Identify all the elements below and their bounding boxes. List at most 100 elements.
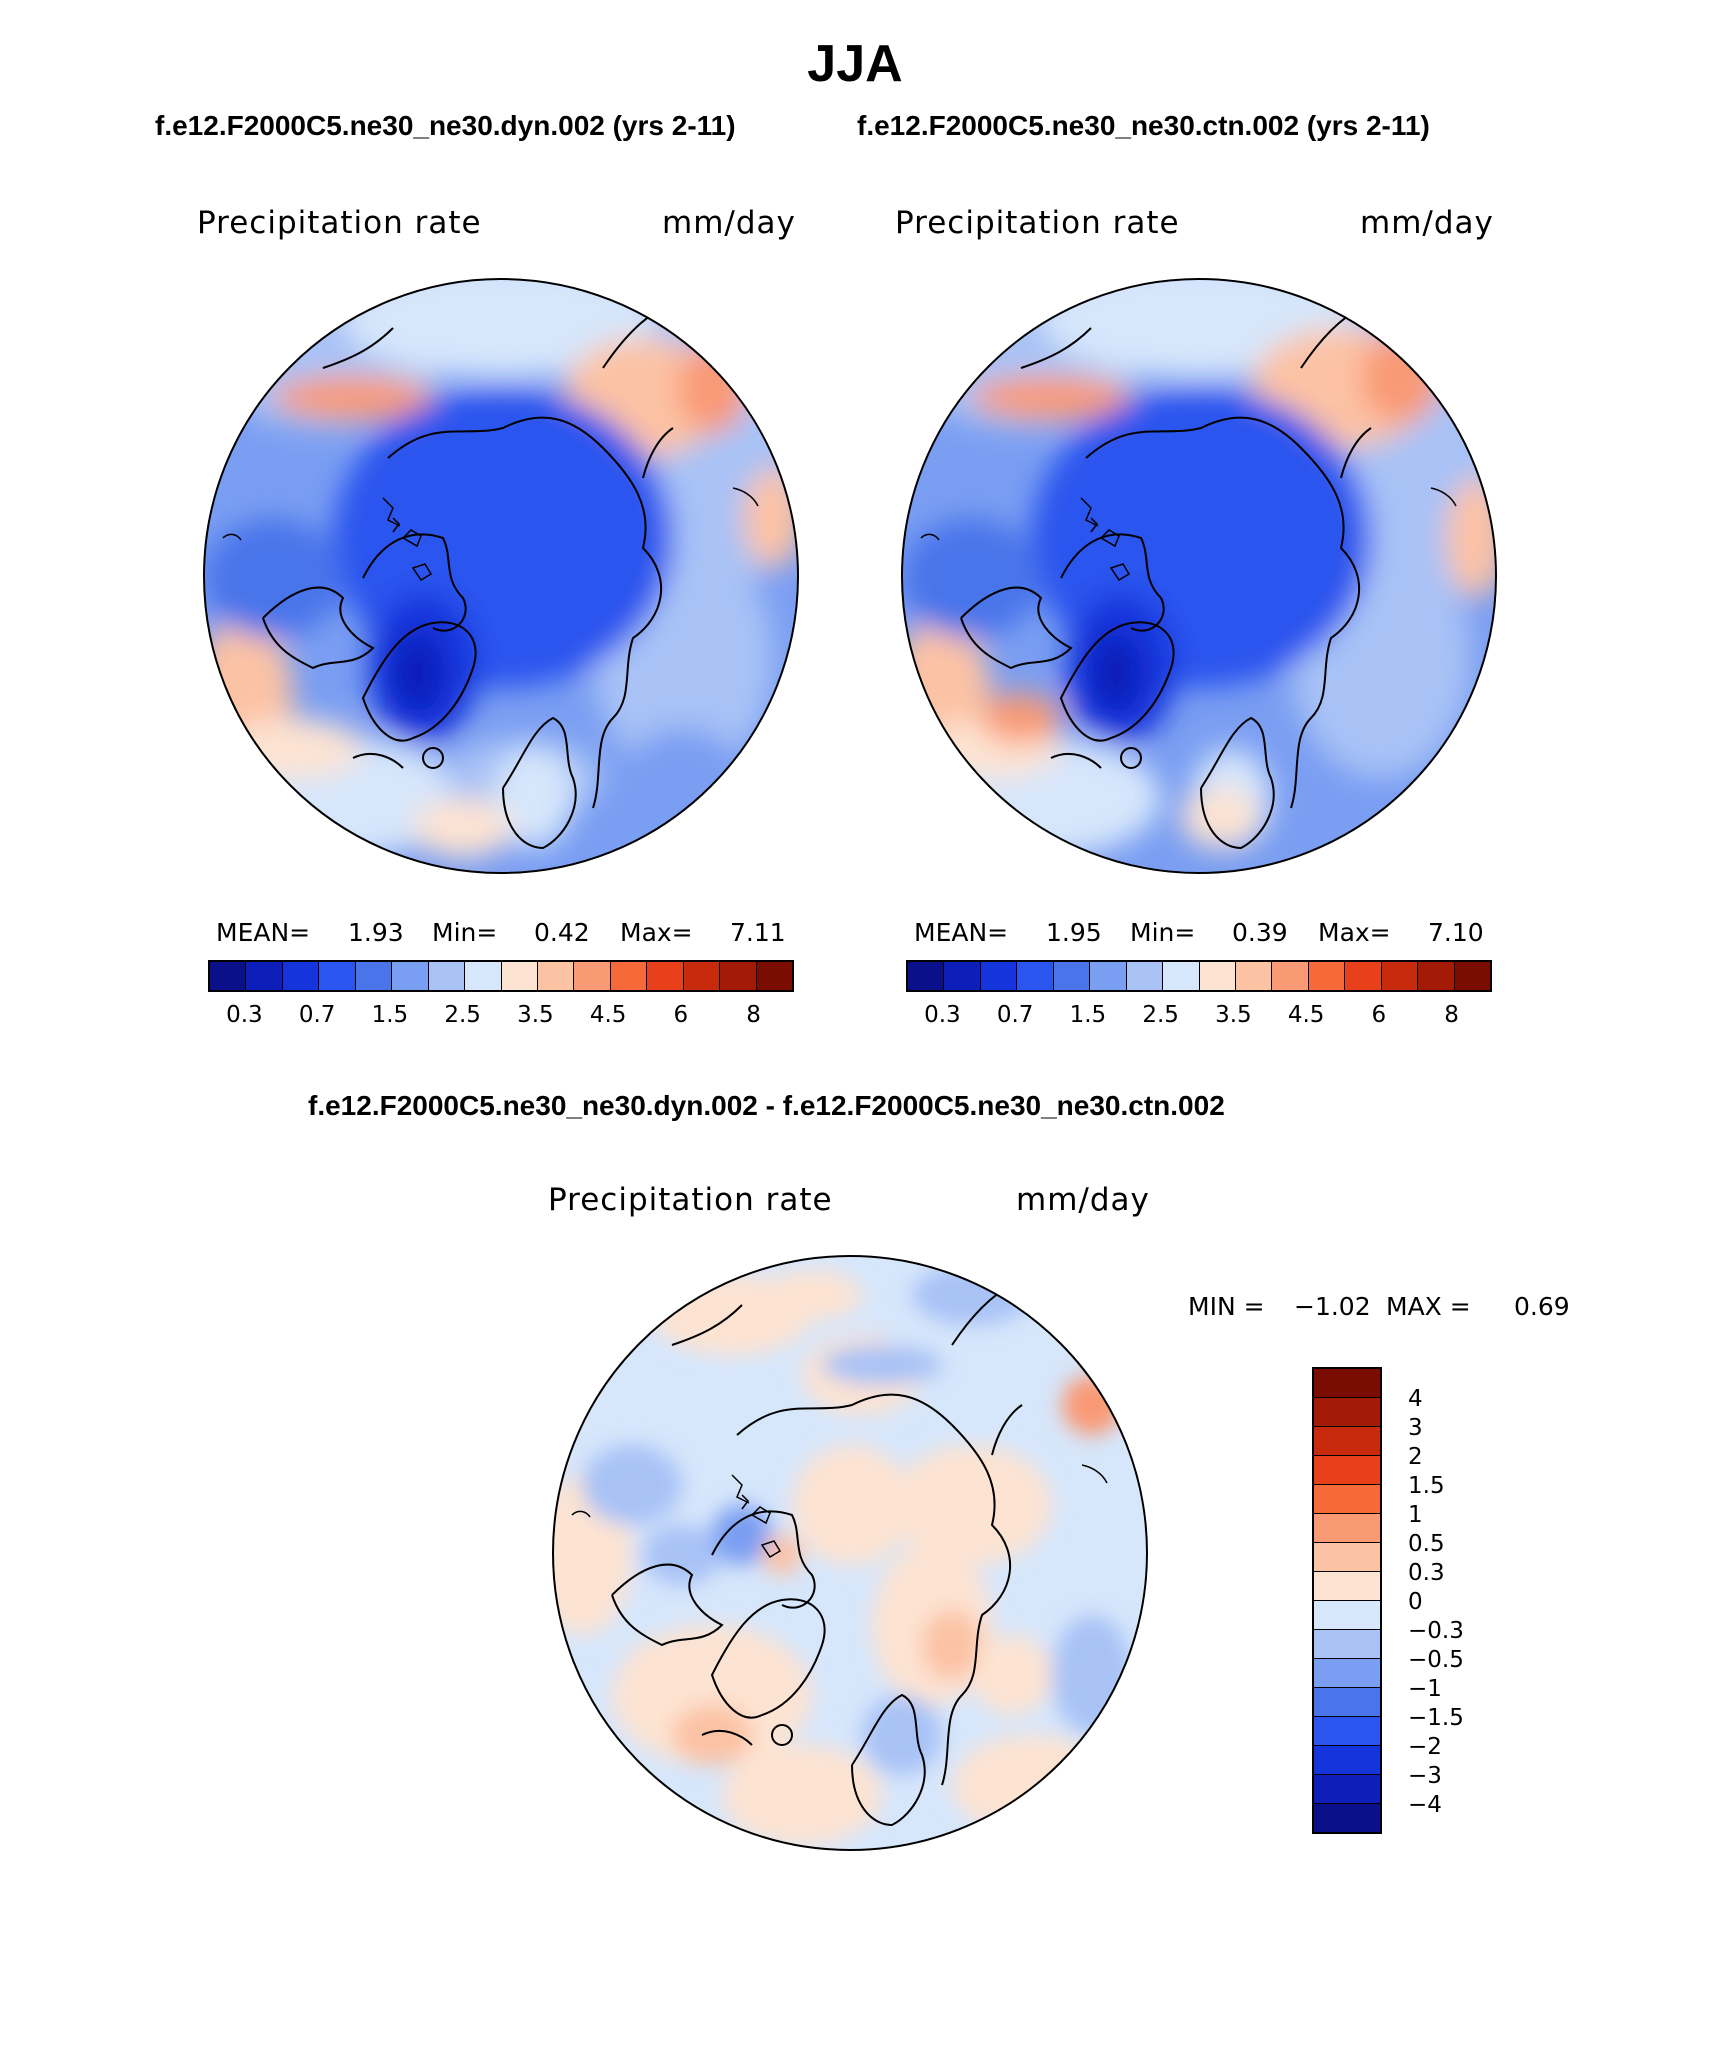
difference-polar-map [552,1255,1148,1851]
colorbar-tick-label: 6 [1371,1002,1387,1028]
colorbar-swatch [1314,1688,1380,1717]
colorbar-swatch [1314,1543,1380,1572]
colorbar-swatch [683,962,721,990]
left-run-title: f.e12.F2000C5.ne30_ne30.dyn.002 (yrs 2-1… [155,110,736,141]
panel1-max-label: Max= [620,918,693,947]
colorbar-swatch [1345,962,1382,990]
colorbar-tick-label: 0 [1408,1589,1423,1615]
colorbar-swatch [574,962,611,990]
colorbar-swatch [1381,962,1419,990]
colorbar-swatch [1314,1572,1380,1601]
panel1-min-label: Min= [432,918,498,947]
colorbar-tick-label: 8 [746,1002,761,1028]
colorbar-swatch [647,962,684,990]
colorbar-tick-label: −0.3 [1408,1618,1464,1644]
difference-title: f.e12.F2000C5.ne30_ne30.dyn.002 - f.e12.… [308,1090,1225,1121]
panel2-variable: Precipitation rate [895,205,1180,241]
panel2-max-value: 7.10 [1428,918,1484,947]
colorbar-swatch [610,962,648,990]
colorbar-swatch [1235,962,1273,990]
colorbar-swatch [210,962,247,990]
colorbar-swatch [1090,962,1127,990]
colorbar-swatch [428,962,466,990]
colorbar-swatch [1053,962,1091,990]
colorbar-tick-label: 2.5 [1142,1002,1179,1028]
diff-max-value: 0.69 [1514,1292,1570,1321]
colorbar-swatch [1454,962,1490,990]
colorbar-tick-label: −4 [1408,1792,1442,1818]
panel1-units: mm/day [662,205,796,241]
colorbar-tick-label: −2 [1408,1734,1442,1760]
colorbar-tick-label: 0.3 [1408,1560,1445,1586]
panel2-mean-value: 1.95 [1046,918,1102,947]
diff-max-label: MAX = [1386,1292,1471,1321]
diff-units: mm/day [1016,1182,1150,1218]
panel1-max-value: 7.11 [730,918,786,947]
colorbar-swatch [1308,962,1346,990]
colorbar-tick-label: 3 [1408,1415,1423,1441]
colorbar-tick-label: 0.3 [226,1002,263,1028]
colorbar-swatch [1314,1746,1380,1775]
colorbar-swatch [392,962,429,990]
colorbar-tick-label: 1.5 [371,1002,409,1028]
panel1-min-value: 0.42 [534,918,590,947]
colorbar-tick-label: 1 [1408,1502,1423,1528]
colorbar-tick-label: 6 [673,1002,689,1028]
colorbar-tick-label: 3.5 [517,1002,554,1028]
panel2-units: mm/day [1360,205,1494,241]
figure-title: JJA [807,35,903,93]
colorbar-tick-label: −0.5 [1408,1647,1464,1673]
colorbar-tick-label: 4 [1408,1386,1423,1412]
colorbar-tick-label: 3.5 [1215,1002,1252,1028]
panel1-variable: Precipitation rate [197,205,482,241]
colorbar-swatch [1314,1456,1380,1485]
colorbar-tick-label: −1.5 [1408,1705,1464,1731]
colorbar-tick-label: 0.7 [298,1002,336,1028]
colorbar-swatch [1199,962,1236,990]
diff-variable: Precipitation rate [548,1182,833,1218]
panel2-mean-label: MEAN= [914,918,1009,947]
colorbar-tick-label: 8 [1444,1002,1459,1028]
colorbar-swatch [1314,1804,1380,1832]
colorbar-tick-label: 4.5 [589,1002,627,1028]
colorbar-swatch [1314,1427,1380,1456]
right-run-title: f.e12.F2000C5.ne30_ne30.ctn.002 (yrs 2-1… [857,110,1430,141]
diff-min-value: −1.02 [1294,1292,1371,1321]
colorbar-swatch [1314,1659,1380,1688]
difference-colorbar-ticks: 4 3 2 1.5 1 0.5 0.3 0 −0.3 −0.5 −1 −1.5 −2 −3 −4 [1408,1367,1488,1827]
colorbar-swatch [1314,1630,1380,1659]
panel2-min-label: Min= [1130,918,1196,947]
colorbar-swatch [1314,1485,1380,1514]
panel2-colorbar-ticks: 0.3 0.7 1.5 2.5 3.5 4.5 6 8 [906,1002,1492,1032]
colorbar-swatch [246,962,283,990]
colorbar-swatch [944,962,981,990]
colorbar-swatch [1314,1717,1380,1746]
colorbar-tick-label: 4.5 [1287,1002,1325,1028]
colorbar-swatch [980,962,1018,990]
colorbar-swatch [1314,1369,1380,1398]
panel1-mean-label: MEAN= [216,918,311,947]
colorbar-swatch [501,962,538,990]
colorbar-swatch [1272,962,1309,990]
panel2-max-label: Max= [1318,918,1391,947]
colorbar-tick-label: 1.5 [1069,1002,1107,1028]
colorbar-swatch [537,962,575,990]
panel1-mean-value: 1.93 [348,918,404,947]
colorbar-tick-label: 0.3 [924,1002,961,1028]
colorbar-swatch [1314,1601,1380,1630]
colorbar-swatch [1314,1514,1380,1543]
colorbar-swatch [319,962,356,990]
colorbar-swatch [355,962,393,990]
panel2-min-value: 0.39 [1232,918,1288,947]
colorbar-tick-label: 0.7 [996,1002,1034,1028]
colorbar-tick-label: 1.5 [1408,1473,1445,1499]
panel1-polar-map [203,278,799,874]
colorbar-swatch [1163,962,1200,990]
colorbar-swatch [1126,962,1164,990]
colorbar-swatch [1017,962,1054,990]
colorbar-tick-label: 2 [1408,1444,1423,1470]
diff-min-label: MIN = [1188,1292,1265,1321]
colorbar-swatch [756,962,792,990]
colorbar-tick-label: −1 [1408,1676,1442,1702]
colorbar-tick-label: 2.5 [444,1002,481,1028]
